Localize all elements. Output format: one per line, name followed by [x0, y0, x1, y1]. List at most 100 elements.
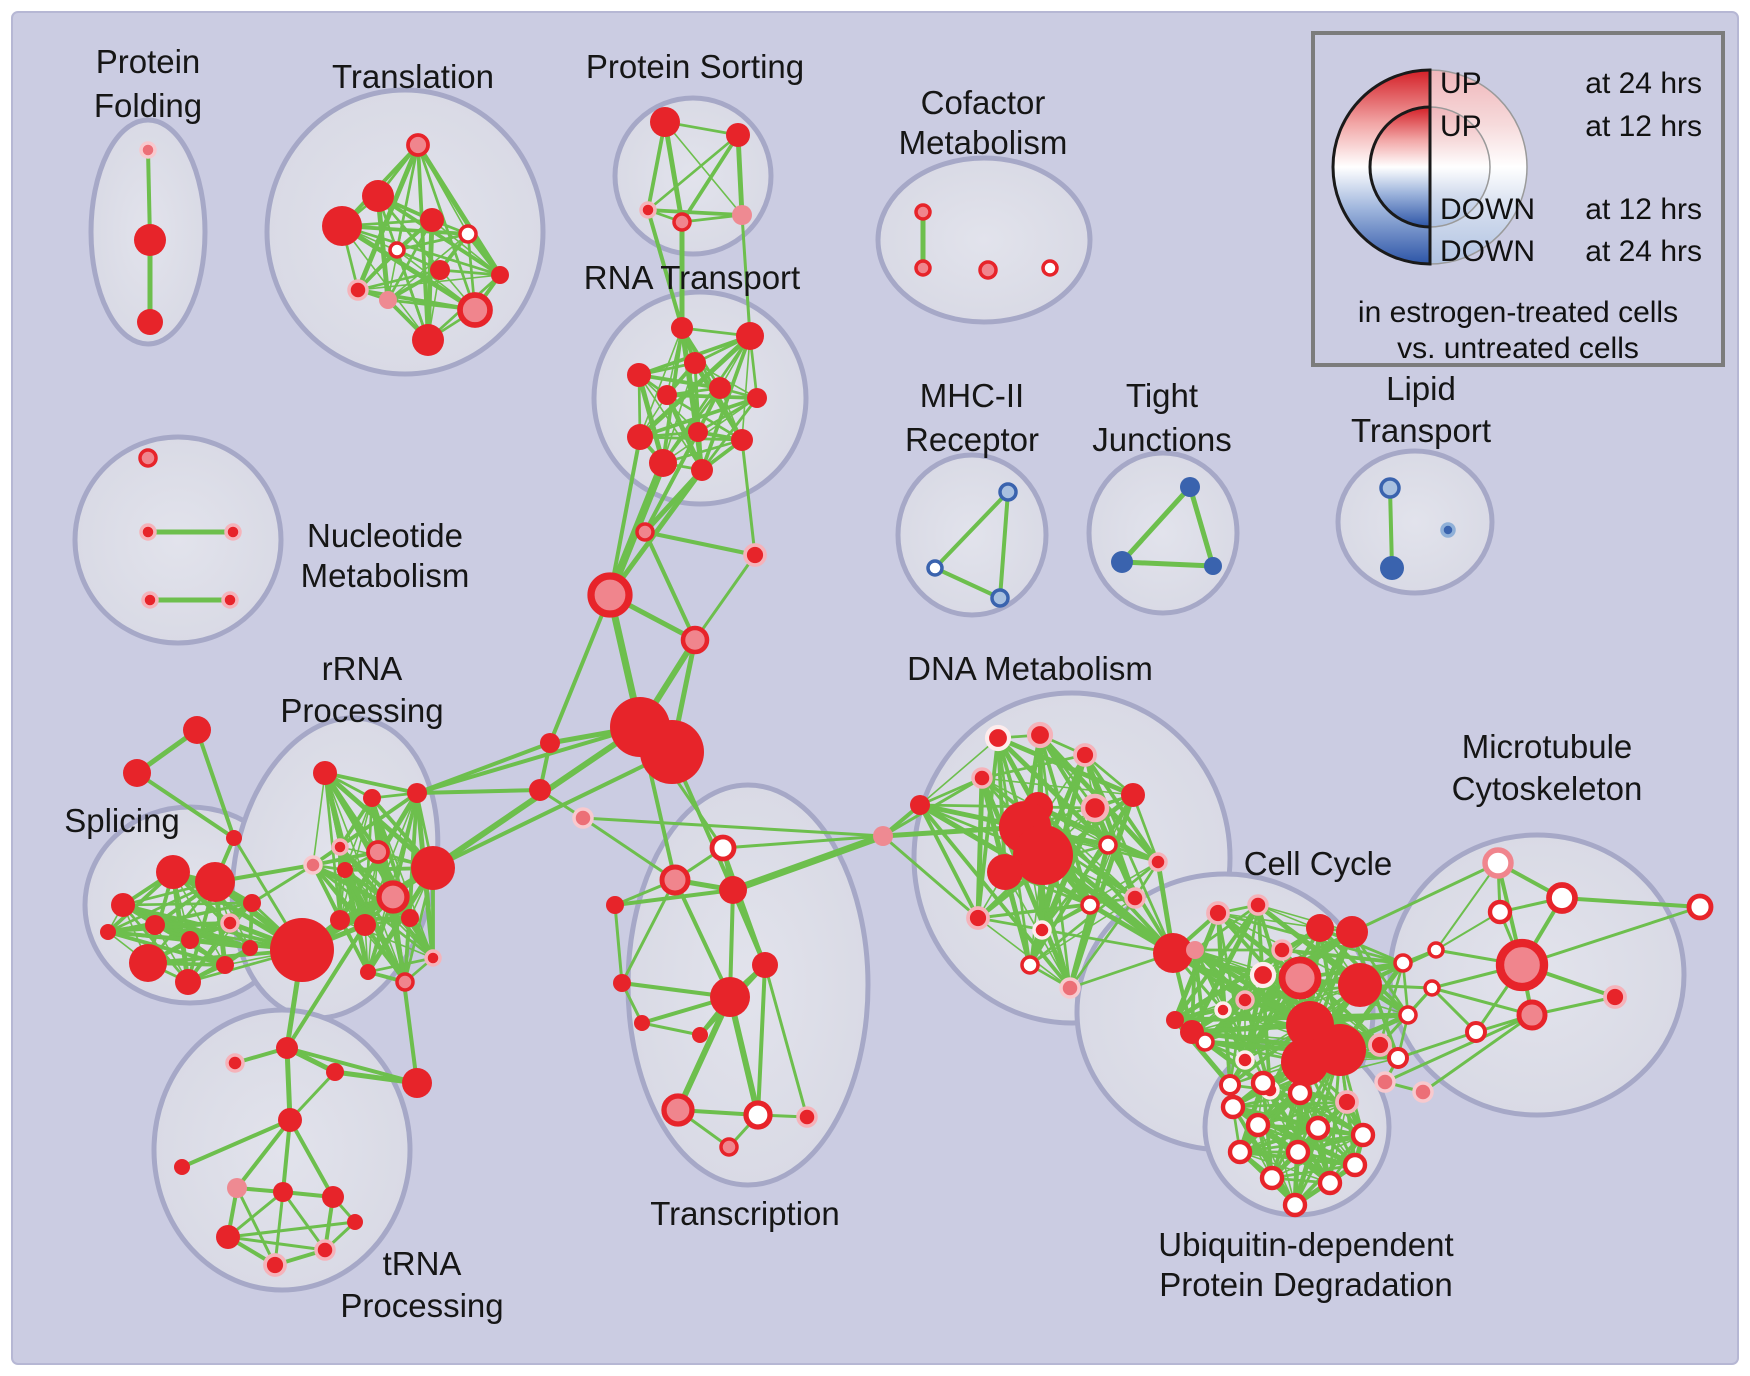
- network-edge: [1350, 930, 1410, 1017]
- network-node-R: [174, 1159, 190, 1175]
- network-node-Rp: [635, 522, 655, 542]
- network-node-Rp: [672, 212, 692, 232]
- legend-direction-label: UP: [1440, 110, 1482, 143]
- cluster-label-mh: Receptor: [905, 421, 1039, 458]
- network-node-Rp: [978, 260, 998, 280]
- network-node-Rw: [1393, 953, 1413, 973]
- network-edge: [387, 233, 469, 301]
- network-node-pR: [639, 201, 657, 219]
- network-node-Bl: [998, 482, 1018, 502]
- network-edge: [172, 871, 226, 966]
- network-edge: [608, 435, 642, 597]
- network-edge: [998, 490, 1010, 600]
- network-edge: [613, 903, 624, 985]
- network-edge: [1293, 1100, 1349, 1207]
- network-node-R: [242, 940, 258, 956]
- network-edge: [415, 741, 552, 795]
- network-edge: [976, 916, 1175, 955]
- network-node-Rw: [458, 224, 478, 244]
- network-edge: [285, 1046, 419, 1085]
- network-edge: [431, 219, 501, 276]
- network-edge: [338, 796, 374, 849]
- network-edge: [1040, 843, 1110, 932]
- network-node-R: [243, 894, 261, 912]
- network-edge: [1378, 961, 1405, 1047]
- cluster-label-rr: rRNA: [322, 650, 403, 687]
- network-node-R: [175, 969, 201, 995]
- network-node-Rw: [1387, 1047, 1409, 1069]
- network-node-R: [362, 180, 394, 212]
- network-node-R: [226, 830, 242, 846]
- network-node-P: [873, 826, 893, 846]
- network-node-pR: [224, 523, 242, 541]
- network-edge: [1231, 1100, 1349, 1109]
- network-node-Rp: [138, 448, 158, 468]
- network-node-wR: [1249, 961, 1277, 989]
- network-edge: [323, 771, 419, 795]
- network-edge: [416, 143, 430, 342]
- network-edge: [673, 878, 732, 999]
- network-edge: [727, 994, 761, 1118]
- network-edge: [620, 878, 677, 985]
- network-edge: [288, 1118, 335, 1199]
- network-edge: [106, 921, 232, 934]
- network-node-lpP: [572, 807, 594, 829]
- network-node-Rw: [1287, 1080, 1313, 1106]
- cluster-ellipse-lp: [1335, 448, 1495, 596]
- network-edge: [721, 834, 885, 850]
- network-node-R: [326, 1063, 344, 1081]
- network-edge: [281, 1118, 292, 1194]
- network-node-Rw: [388, 241, 406, 259]
- network-edge: [416, 143, 477, 312]
- cluster-ellipse-nu: [72, 434, 284, 646]
- network-node-R: [987, 854, 1023, 890]
- network-node-Rp: [1278, 956, 1322, 1000]
- network-node-Rp: [659, 864, 691, 896]
- cluster-label-tn: Processing: [340, 1287, 503, 1324]
- network-edge: [642, 467, 705, 535]
- network-node-Rw: [1282, 1192, 1308, 1218]
- network-node-R: [216, 1225, 240, 1249]
- network-node-pR: [314, 1239, 336, 1261]
- network-edge: [312, 772, 326, 866]
- network-node-R: [691, 459, 713, 481]
- network-node-Rw: [1305, 1115, 1331, 1141]
- network-node-wR: [984, 724, 1012, 752]
- network-edge: [881, 834, 980, 920]
- network-node-R: [1166, 1011, 1184, 1029]
- network-edge: [639, 327, 683, 438]
- network-node-R: [1306, 914, 1334, 942]
- network-node-pR: [220, 913, 240, 933]
- network-node-lpP: [1374, 1071, 1396, 1093]
- network-node-Rw: [1041, 259, 1059, 277]
- network-node-R: [216, 956, 234, 974]
- network-edge: [1119, 484, 1193, 565]
- network-edge: [662, 397, 758, 464]
- network-node-Rw: [1245, 1112, 1271, 1138]
- network-node-R: [719, 876, 747, 904]
- network-edge: [395, 232, 470, 252]
- network-edge: [415, 142, 503, 278]
- network-edge: [415, 788, 542, 795]
- network-node-Rp: [395, 972, 415, 992]
- network-node-lbB: [1440, 522, 1456, 538]
- network-node-R: [411, 846, 455, 890]
- network-node-lpP: [139, 141, 157, 159]
- network-node-Rw: [1220, 1094, 1246, 1120]
- network-node-Rp: [457, 292, 493, 328]
- network-node-lpP: [1412, 1081, 1434, 1103]
- network-edge: [977, 917, 1071, 989]
- network-node-R: [606, 896, 624, 914]
- network-node-Rw: [1285, 1139, 1311, 1165]
- network-edge: [693, 553, 757, 642]
- network-edge: [1388, 486, 1394, 570]
- network-node-R: [1153, 933, 1193, 973]
- network-node-pR: [1368, 1033, 1392, 1057]
- legend-time-label: at 24 hrs: [1585, 67, 1702, 100]
- network-node-Rw: [1686, 893, 1714, 921]
- network-edge: [548, 593, 612, 745]
- network-node-R: [650, 107, 680, 137]
- network-edge: [438, 268, 502, 277]
- network-node-B: [1380, 556, 1404, 580]
